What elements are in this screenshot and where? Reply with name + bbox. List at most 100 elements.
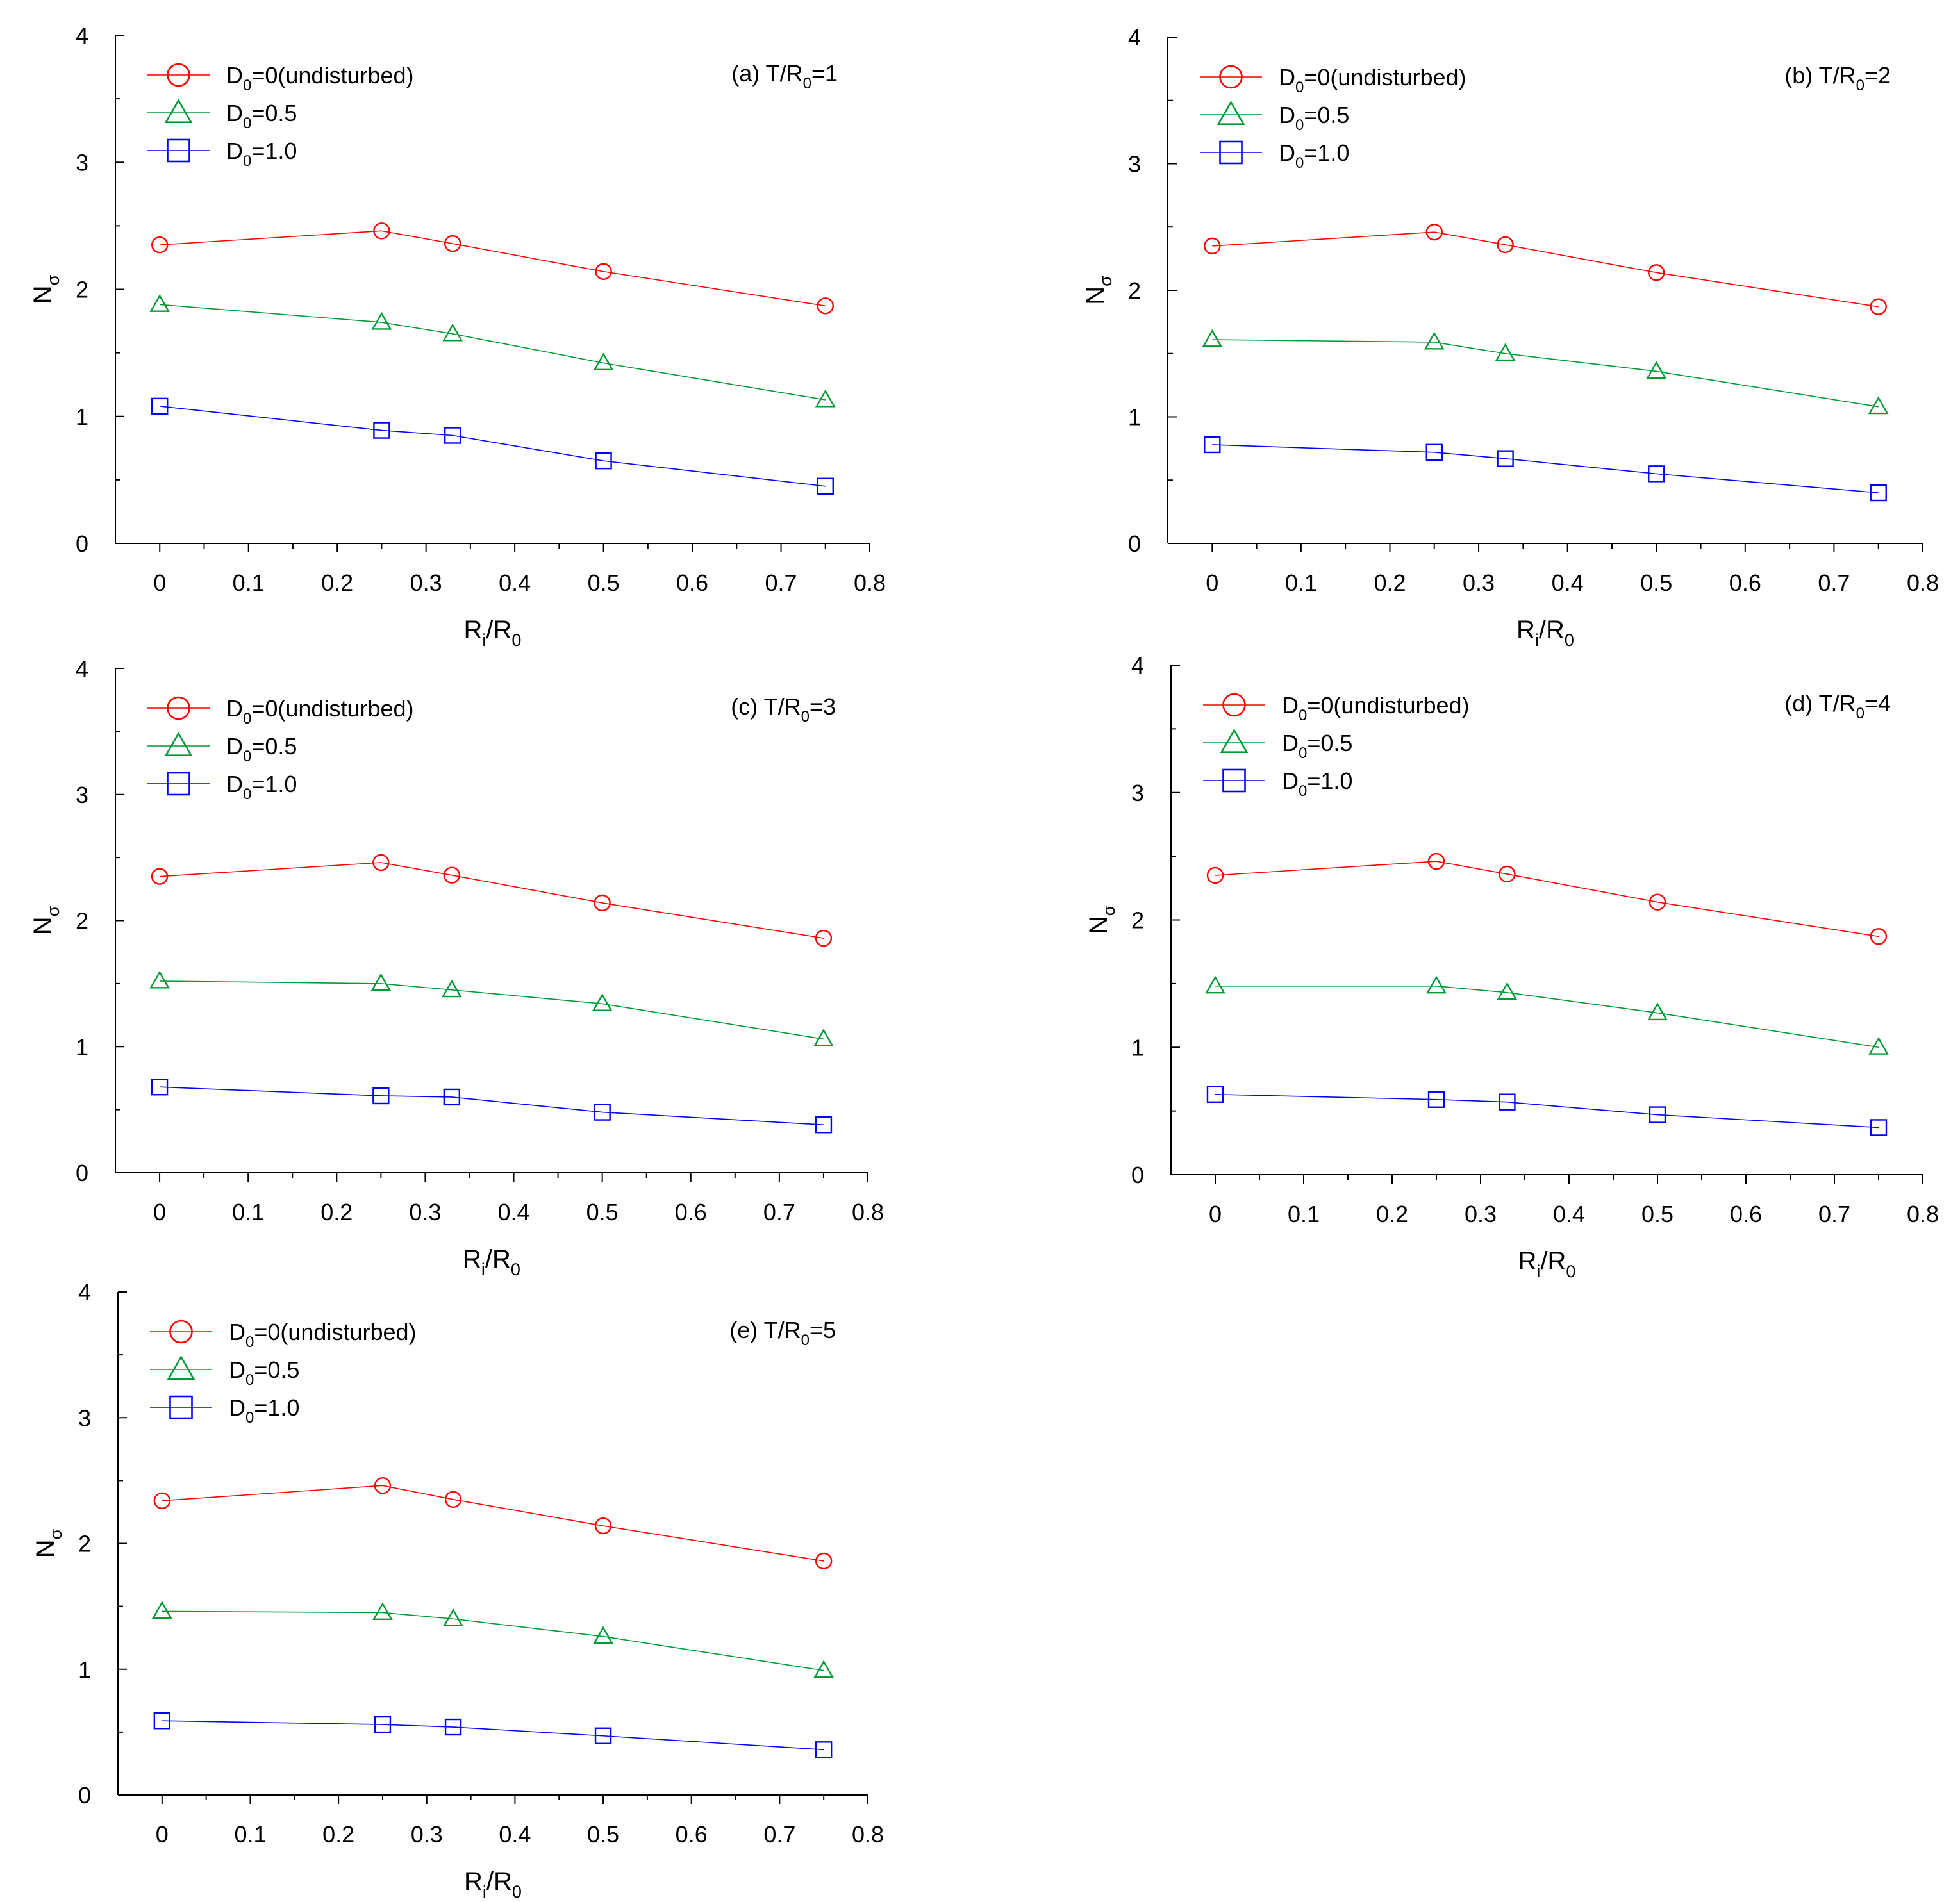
data-point-triangle [1497,982,1518,1000]
data-point-circle [815,929,833,947]
data-point-triangle [813,1660,835,1678]
x-tick-label: 0.4 [499,1821,531,1848]
legend-label-sub: 0 [1299,782,1307,800]
legend-label-sub: 0 [243,115,251,132]
x-axis-label: Ri/R0 [1516,616,1574,650]
legend-label-sub: 0 [243,710,251,727]
data-point-triangle [593,352,614,371]
data-point-triangle [371,311,392,330]
legend-label-sub: 0 [1299,707,1307,724]
y-tick-label: 3 [1131,780,1144,806]
data-point-triangle [149,970,170,989]
panel-annotation-main: (a) T/R [731,60,802,87]
data-point-triangle [1426,975,1447,994]
x-tick-label: 0.3 [1463,570,1495,596]
legend-marker-circle [1222,693,1246,717]
y-tick-label: 2 [76,908,88,934]
x-axis-label-sub2: 0 [1565,631,1574,650]
legend-label-tail: =0(undisturbed) [251,695,413,722]
data-point-square [444,1718,462,1736]
legend-label: D0=1.0 [1282,768,1352,800]
series-line-square [1212,444,1879,493]
y-tick-label: 4 [1128,24,1141,51]
x-tick-label: 0.8 [852,1199,884,1225]
x-tick-label: 0.1 [232,1199,264,1225]
y-tick-label: 0 [1131,1162,1144,1188]
legend-marker-square [167,138,190,163]
x-axis-label-sub1: i [482,631,486,650]
data-point-circle [374,1477,392,1494]
y-axis-label-group: Nσ [29,274,63,304]
legend-label-sub: 0 [245,1334,254,1351]
legend-marker-triangle [1220,728,1249,753]
x-tick-label: 0.7 [765,570,797,596]
data-point-triangle [1646,361,1667,379]
x-axis-label-mid: /R [486,1867,512,1896]
x-axis-label-mid: /R [1540,1247,1566,1275]
legend-label-tail: =0.5 [251,733,297,759]
x-tick-label: 0 [153,1199,166,1225]
series-line-square [162,1720,824,1751]
panel-annotation-main: (d) T/R [1784,690,1856,716]
panel-annotation: (e) T/R0=5 [729,1317,836,1349]
x-tick-label: 0.7 [1818,570,1850,596]
legend-label-sub: 0 [243,786,251,803]
y-tick-label: 3 [78,1405,91,1431]
data-point-triangle [1868,1037,1889,1055]
y-axis-label: Nσ [1084,905,1118,934]
data-point-square [444,427,461,444]
data-point-triangle [1205,975,1225,994]
data-point-triangle [593,1626,613,1644]
x-tick-label: 0.2 [1376,1201,1408,1227]
legend-marker-triangle [164,731,193,756]
data-point-triangle [1202,329,1223,347]
legend-label: D0=1.0 [226,771,297,803]
data-point-square [151,397,169,415]
legend-label-sub: 0 [1295,154,1304,172]
legend-label-main: D [229,1319,245,1345]
data-point-square [373,422,390,439]
y-axis-label-main: N [31,1539,60,1558]
y-tick-label: 4 [78,1279,91,1305]
x-tick-label: 0.2 [321,570,353,596]
legend-label-tail: =1.0 [1304,140,1349,166]
legend-label-tail: =0.5 [1307,730,1352,756]
x-tick-label: 0.4 [499,570,531,596]
data-point-circle [1499,865,1516,883]
data-point-circle [373,222,390,240]
data-point-triangle [443,1608,463,1626]
panel-annotation-sub: 0 [801,1332,810,1349]
legend-label: D0=1.0 [1279,140,1349,172]
data-point-triangle [441,979,462,998]
legend-marker-triangle [164,98,193,123]
x-axis-label: Ri/R0 [1518,1247,1576,1281]
y-tick-label: 2 [1131,907,1144,934]
legend-label: D0=1.0 [229,1394,299,1426]
x-axis-label-main: R [464,1867,483,1896]
x-tick-label: 0.2 [322,1821,354,1848]
panel-annotation-main: (b) T/R [1784,62,1856,88]
data-point-circle [151,236,169,254]
x-axis-label: Ri/R0 [463,1245,520,1279]
x-tick-label: 0 [153,570,166,596]
legend-label-sub: 0 [1295,79,1304,96]
legend-label-main: D [1279,102,1295,128]
y-axis-label-group: Nσ [29,906,63,935]
data-point-triangle [151,1601,172,1619]
x-tick-label: 0.7 [1818,1201,1850,1227]
x-tick-label: 0.2 [1374,570,1406,596]
data-point-square [1649,1106,1666,1123]
y-tick-label: 0 [76,531,88,557]
y-axis-label-main: N [29,916,57,935]
legend-label: D0=0.5 [226,733,297,765]
legend-label-main: D [226,138,243,164]
x-tick-label: 0.5 [1641,1201,1673,1227]
x-tick-label: 0.3 [1465,1201,1497,1227]
y-tick-label: 3 [1128,151,1141,178]
legend-marker-square [1222,768,1246,793]
data-point-triangle [442,323,463,342]
legend-label: D0=0(undisturbed) [226,62,414,94]
data-point-square [1427,1091,1445,1108]
